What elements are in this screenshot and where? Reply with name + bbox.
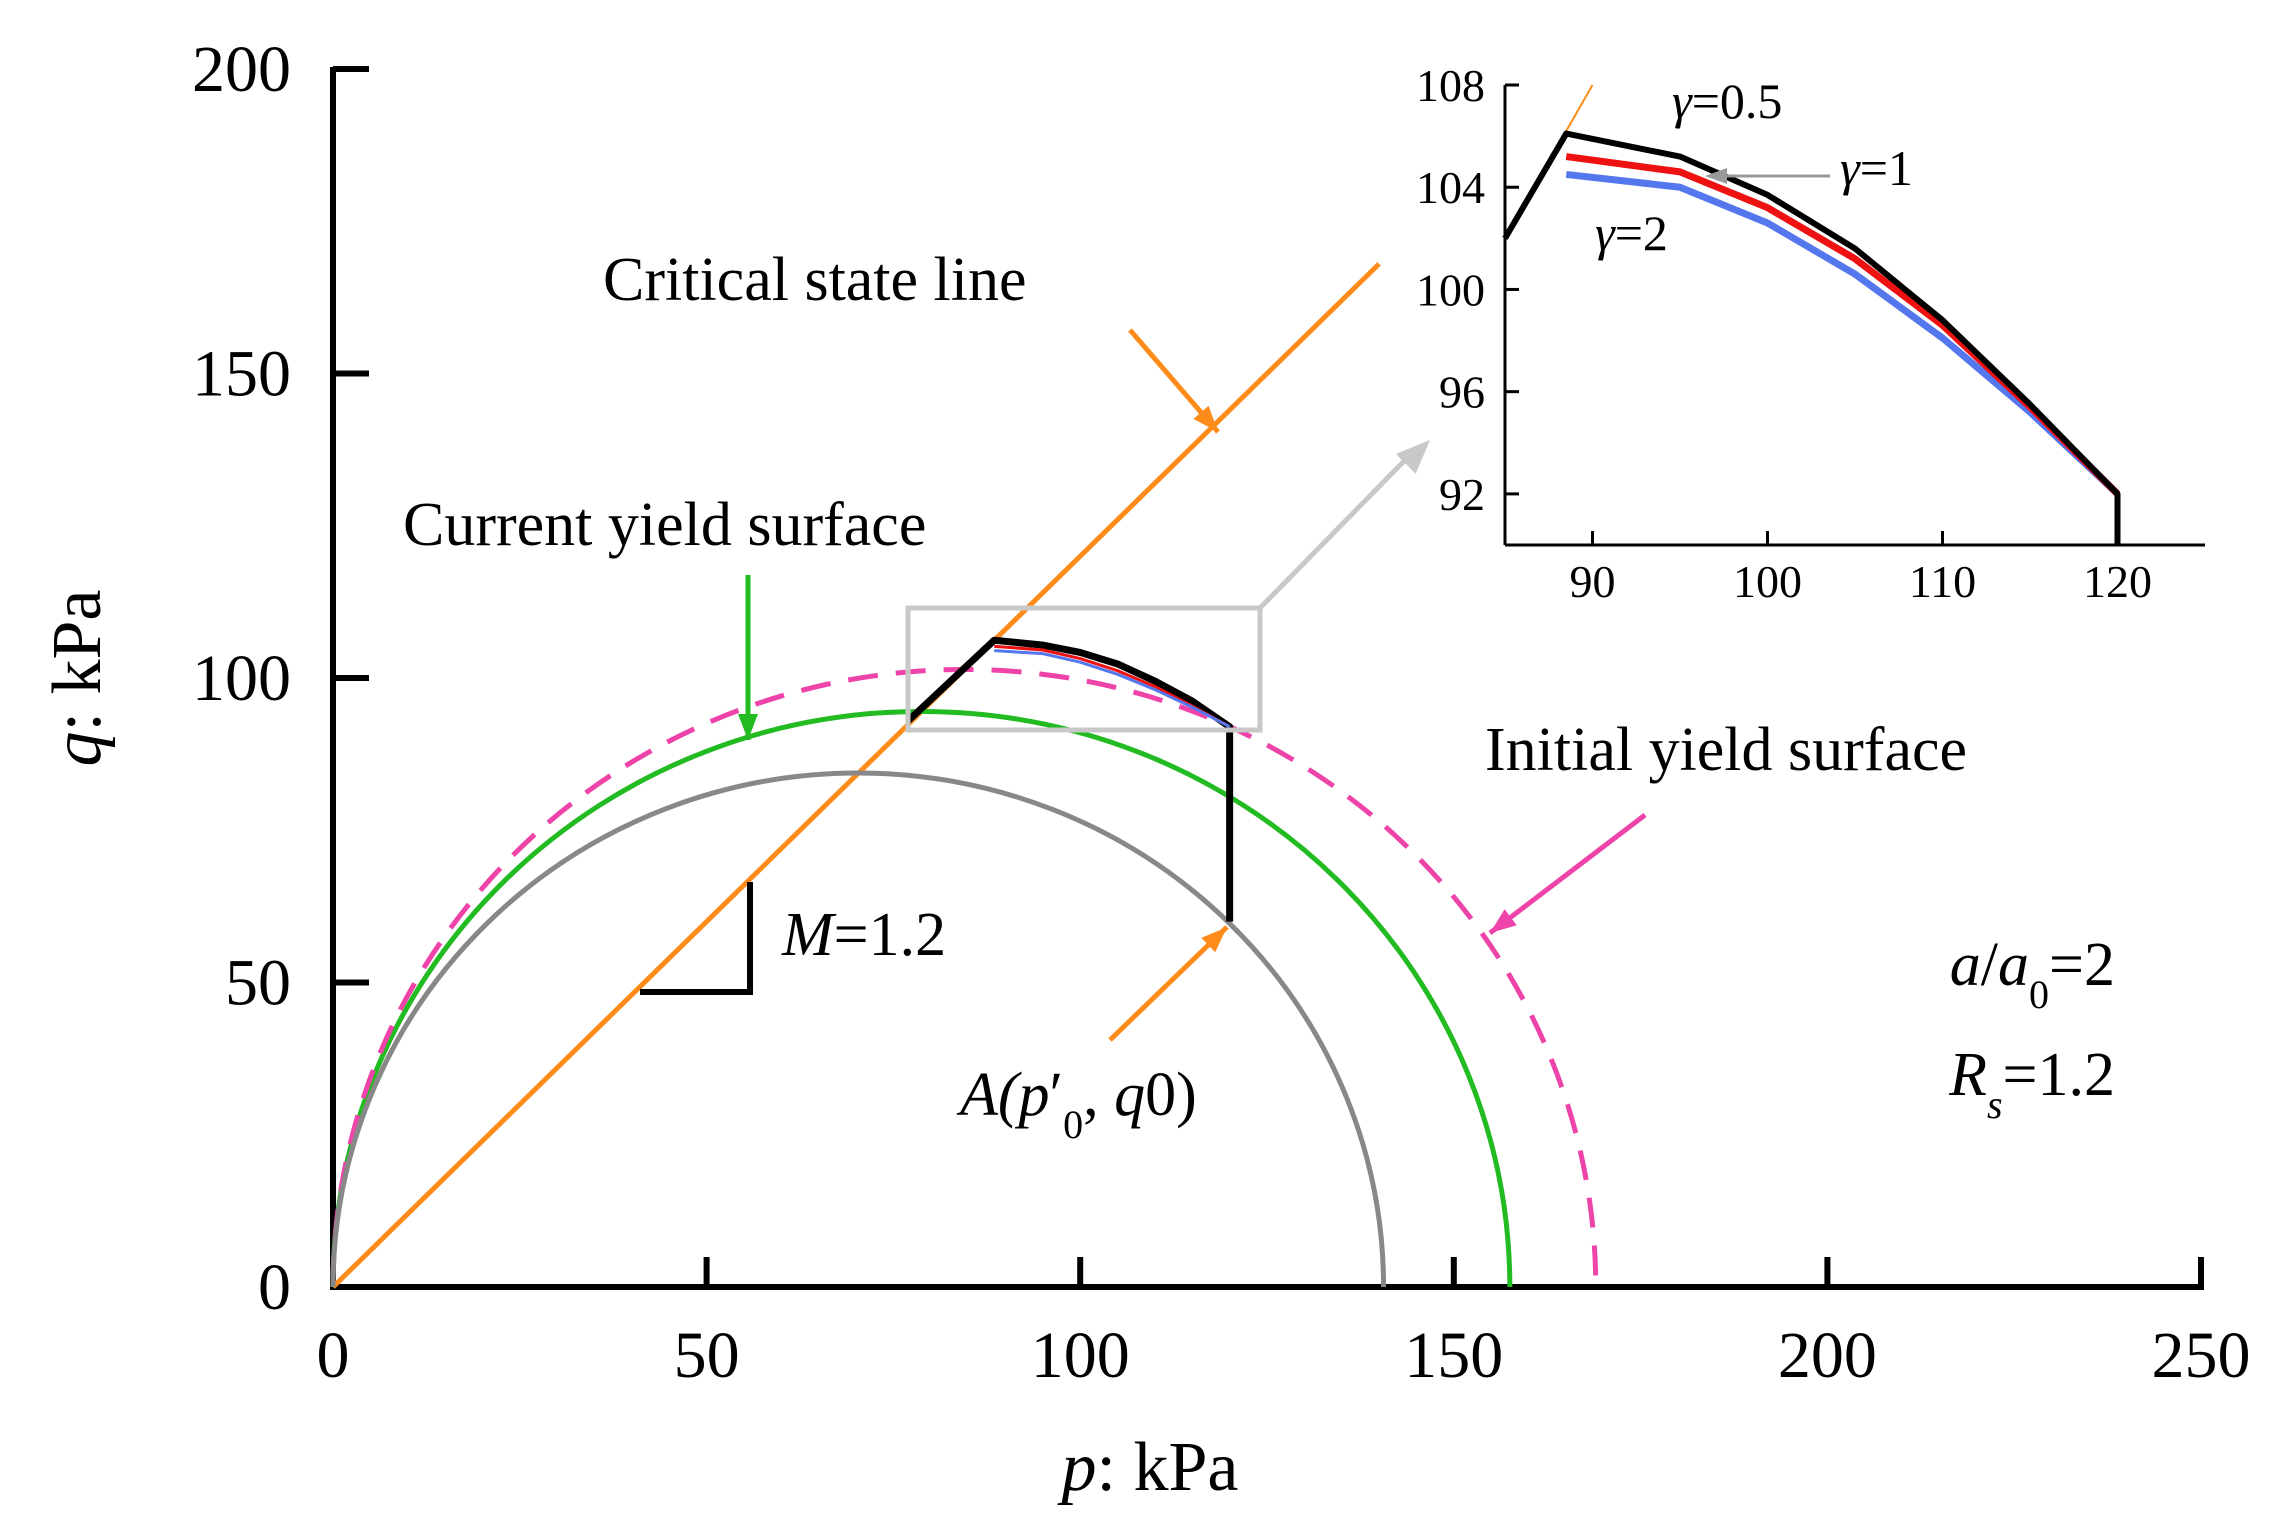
- current-yield-label: Current yield surface: [403, 491, 926, 559]
- x-axis-label: p: kPa: [1057, 1429, 1239, 1506]
- csl-label: Critical state line: [603, 246, 1027, 314]
- y-axis-label: q: kPa: [39, 590, 116, 767]
- point-a-label: A(p′0, q0): [956, 1061, 1197, 1147]
- zoom-box: [905, 605, 1263, 733]
- x-tick-label: 50: [674, 1319, 740, 1392]
- x-tick-label: 150: [1404, 1319, 1503, 1392]
- zoom-connector: [1258, 453, 1412, 610]
- initial-yield-surface: [330, 667, 1599, 1288]
- main-plot: 0 50 100 150 200 250 0 50 100 150 200 p: kPa q: kPa M…: [39, 33, 2251, 1506]
- point-a-arrow-shaft: [1108, 925, 1229, 1042]
- annotations: Critical state line Current yield surface…: [403, 246, 2115, 1147]
- inset-x-tick-label: 120: [2083, 556, 2152, 607]
- point-a-arrow-head: [1201, 927, 1227, 953]
- current-arrow-head: [738, 714, 758, 740]
- inset-label-gamma-2: γ=2: [1595, 205, 1668, 261]
- x-tick-label: 100: [1031, 1319, 1130, 1392]
- y-tick-label: 150: [192, 338, 291, 411]
- y-tick-label: 50: [225, 947, 291, 1020]
- inset-label-gamma-05: γ=0.5: [1672, 73, 1782, 129]
- x-tick-label: 200: [1778, 1319, 1877, 1392]
- inset-y-tick-label: 108: [1416, 60, 1485, 111]
- inset-label-gamma-1: γ=1: [1840, 140, 1913, 196]
- inset-plot: 90 100 110 120 92 96 100 104 108 γ=0.5 γ=1 γ=2: [1416, 60, 2205, 607]
- main-gamma-curve: [994, 649, 1231, 729]
- inner-yield-surface: [333, 773, 1384, 1287]
- y-tick-label: 100: [192, 642, 291, 715]
- current-yield-surface: [330, 708, 1513, 1288]
- x-tick-label: 250: [2152, 1319, 2251, 1392]
- csl-arrow-head: [1193, 405, 1218, 432]
- inset-curve-γ=0.5: [1502, 130, 2121, 545]
- inset-y-tick-label: 100: [1416, 264, 1485, 315]
- inset-y-tick-label: 96: [1439, 367, 1485, 418]
- initial-arrow-head: [1490, 909, 1517, 933]
- inset-y-tick-label: 104: [1416, 162, 1485, 213]
- inset-x-tick-label: 90: [1570, 556, 1616, 607]
- rs-label: Rs=1.2: [1948, 1041, 2115, 1127]
- inset-x-tick-label: 100: [1733, 556, 1802, 607]
- slope-triangle: [640, 882, 753, 995]
- y-tick-label: 0: [258, 1251, 291, 1324]
- initial-yield-label: Initial yield surface: [1485, 716, 1967, 784]
- initial-arrow-shaft: [1488, 813, 1647, 935]
- slope-label: M=1.2: [781, 901, 946, 969]
- inset-gamma-pointer-head: [1705, 168, 1727, 184]
- y-tick-label: 200: [192, 33, 291, 106]
- zoom-arrow-head: [1395, 440, 1430, 474]
- inset-y-tick-label: 92: [1439, 469, 1485, 520]
- x-tick-label: 0: [317, 1319, 350, 1392]
- inset-curve-γ=2: [1565, 170, 2120, 497]
- inset-x-tick-label: 110: [1909, 556, 1976, 607]
- ratio-label: a/a0=2: [1950, 931, 2115, 1017]
